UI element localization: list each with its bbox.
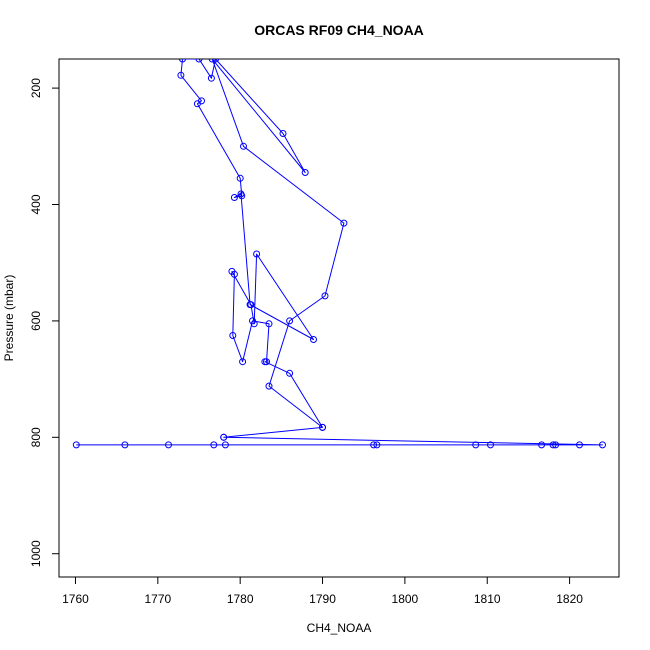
data-point	[179, 59, 186, 63]
data-point	[229, 332, 237, 339]
series-points	[72, 59, 606, 449]
data-point	[207, 74, 215, 82]
data-point	[265, 382, 273, 390]
data-point	[253, 250, 261, 258]
x-tick-label: 1810	[474, 592, 501, 606]
data-point	[239, 358, 247, 366]
y-tick-label: 600	[29, 311, 43, 331]
data-point	[599, 441, 606, 449]
data-point	[221, 441, 229, 449]
data-point	[321, 292, 329, 300]
plot-area	[72, 59, 606, 449]
x-tick-label: 1800	[392, 592, 419, 606]
series-line	[76, 59, 603, 446]
data-point	[370, 441, 378, 449]
data-point	[220, 433, 228, 441]
x-tick-label: 1820	[556, 592, 583, 606]
data-point	[177, 71, 185, 79]
data-point	[286, 369, 294, 377]
data-point	[472, 441, 480, 449]
data-point	[230, 194, 238, 201]
data-point	[72, 441, 80, 449]
data-point	[236, 174, 244, 182]
data-point	[576, 441, 583, 449]
data-point	[301, 169, 309, 176]
data-point	[212, 59, 219, 63]
plot-frame	[58, 58, 620, 578]
data-point	[487, 441, 494, 449]
data-point	[121, 441, 129, 449]
data-point	[263, 358, 270, 366]
data-point	[319, 423, 326, 431]
data-point	[286, 317, 294, 325]
y-axis: 200 400 600 800 1000	[29, 78, 60, 567]
y-tick-label: 1000	[29, 540, 43, 567]
series-lines	[76, 59, 603, 446]
data-point	[198, 97, 205, 105]
data-point	[279, 130, 287, 137]
data-point	[210, 441, 218, 449]
y-axis-label: Pressure (mbar)	[2, 275, 16, 362]
data-point	[538, 441, 546, 449]
data-point	[228, 267, 236, 275]
x-tick-label: 1770	[144, 592, 171, 606]
data-point	[340, 219, 348, 227]
data-point	[552, 441, 560, 449]
x-tick-label: 1760	[62, 592, 89, 606]
x-axis: 1760 1770 1780 1790 1800 1810 1820	[62, 576, 583, 606]
y-tick-label: 200	[29, 78, 43, 98]
data-point	[195, 59, 203, 63]
x-tick-label: 1790	[309, 592, 336, 606]
chart-title: ORCAS RF09 CH4_NOAA	[254, 22, 424, 38]
data-point	[165, 441, 172, 449]
data-point	[265, 320, 273, 328]
y-tick-label: 800	[29, 427, 43, 447]
x-axis-label: CH4_NOAA	[307, 621, 372, 635]
data-point	[373, 441, 381, 449]
data-point	[310, 336, 317, 343]
y-tick-label: 400	[29, 194, 43, 214]
data-point	[250, 320, 258, 328]
data-point	[246, 301, 254, 309]
data-point	[240, 142, 247, 150]
data-point	[238, 192, 246, 200]
data-point	[549, 441, 557, 449]
data-point	[208, 59, 216, 63]
x-tick-label: 1780	[227, 592, 254, 606]
